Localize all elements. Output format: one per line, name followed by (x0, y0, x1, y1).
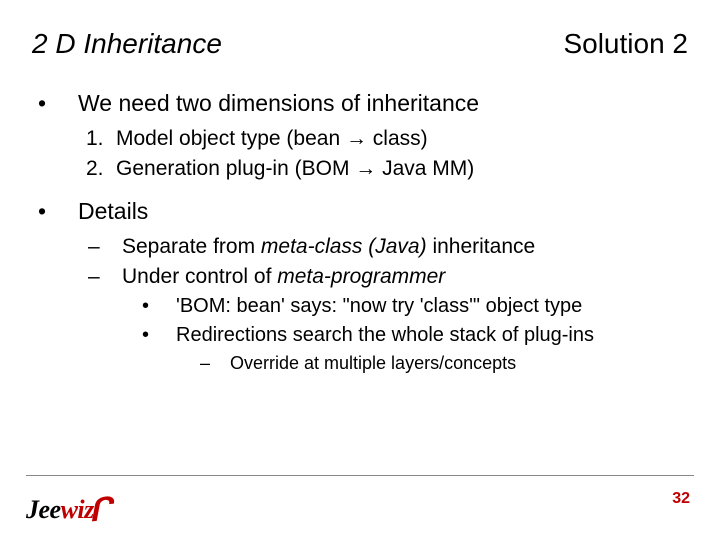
bullet-lvl1: • Details (32, 196, 688, 227)
bullet-text: We need two dimensions of inheritance (78, 88, 688, 119)
bullet-marker: • (142, 293, 176, 320)
footer-rule (26, 475, 694, 476)
bullet-text: Separate from meta-class (Java) inherita… (122, 233, 688, 261)
bullet-marker: 2. (86, 155, 116, 183)
bullet-lvl3: – Separate from meta-class (Java) inheri… (88, 233, 688, 261)
bullet-marker: – (88, 233, 122, 261)
slide-header: 2 D Inheritance Solution 2 (32, 28, 688, 60)
bullet-text: Details (78, 196, 688, 227)
bullet-lvl5: – Override at multiple layers/concepts (200, 351, 688, 375)
bullet-text: Model object type (bean → class) (116, 125, 688, 153)
bullet-lvl4: • 'BOM: bean' says: "now try 'class'" ob… (142, 293, 688, 320)
bullet-lvl3: – Under control of meta-programmer (88, 263, 688, 291)
slide-content: • We need two dimensions of inheritance … (32, 88, 688, 376)
bullet-marker: • (32, 88, 78, 119)
bullet-text: Redirections search the whole stack of p… (176, 322, 688, 349)
bullet-marker: 1. (86, 125, 116, 153)
bullet-lvl4: • Redirections search the whole stack of… (142, 322, 688, 349)
bullet-text: Generation plug-in (BOM → Java MM) (116, 155, 688, 183)
text-pre: Under control of (122, 265, 277, 288)
text-italic: meta-programmer (277, 265, 445, 288)
bullet-text: Under control of meta-programmer (122, 263, 688, 291)
text-pre: Separate from (122, 235, 261, 258)
bullet-lvl2: 1. Model object type (bean → class) (86, 125, 688, 153)
bullet-lvl1: • We need two dimensions of inheritance (32, 88, 688, 119)
title-left: 2 D Inheritance (32, 28, 222, 60)
text-italic: meta-class (Java) (261, 235, 427, 258)
logo: Jeewizᒋ (26, 491, 113, 526)
slide: 2 D Inheritance Solution 2 • We need two… (0, 0, 720, 540)
bullet-marker: • (32, 196, 78, 227)
page-number: 32 (672, 490, 690, 508)
bullet-lvl2: 2. Generation plug-in (BOM → Java MM) (86, 155, 688, 183)
bullet-marker: • (142, 322, 176, 349)
text-post: inheritance (427, 235, 536, 258)
logo-jee: Jee (26, 495, 61, 525)
title-right: Solution 2 (563, 28, 688, 60)
logo-swoosh-icon: ᒋ (86, 492, 112, 529)
bullet-marker: – (88, 263, 122, 291)
bullet-marker: – (200, 351, 230, 375)
bullet-text: Override at multiple layers/concepts (230, 351, 688, 375)
bullet-text: 'BOM: bean' says: "now try 'class'" obje… (176, 293, 688, 320)
